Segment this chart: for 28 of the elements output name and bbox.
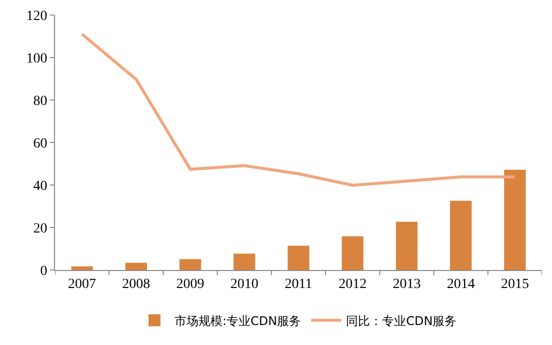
x-tick-label: 2015 (500, 276, 529, 292)
x-tick-label: 2014 (446, 276, 475, 292)
bar (71, 266, 93, 270)
y-tick-label: 20 (33, 221, 48, 236)
line-series (80, 32, 516, 187)
x-tick-label: 2010 (230, 276, 258, 292)
x-tick-label: 2009 (176, 276, 204, 292)
bar (179, 259, 202, 270)
bar (234, 254, 256, 270)
legend-label: 同比：专业CDN服务 (346, 314, 457, 328)
legend-label: 市场规模:专业CDN服务 (174, 314, 302, 328)
x-tick-label: 2008 (122, 276, 150, 292)
x-tick-label: 2013 (392, 276, 421, 292)
x-tick-label: 2011 (284, 276, 312, 292)
bar (450, 200, 472, 270)
y-tick-label: 60 (33, 136, 48, 152)
y-tick-label: 80 (33, 94, 48, 109)
y-tick-label: 120 (26, 8, 48, 24)
x-tick-label: 2007 (68, 276, 96, 292)
bar (342, 236, 364, 270)
bar (125, 262, 147, 270)
y-tick-label: 40 (33, 178, 48, 194)
y-tick-label: 100 (26, 51, 48, 66)
bar (504, 170, 526, 270)
x-tick-label: 2012 (338, 276, 367, 292)
y-tick-label: 0 (40, 264, 48, 279)
bar (396, 222, 418, 270)
bar (288, 246, 310, 270)
